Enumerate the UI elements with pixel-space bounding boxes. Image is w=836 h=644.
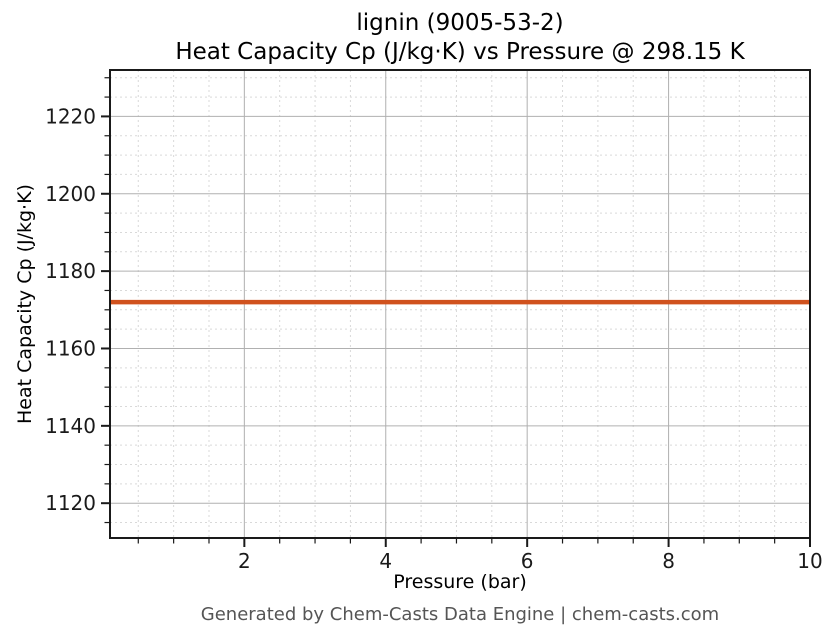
x-tick-label: 10	[797, 549, 822, 573]
y-tick-label: 1200	[45, 182, 96, 206]
y-tick-label: 1180	[45, 259, 96, 283]
chart-title-line1: lignin (9005-53-2)	[356, 10, 564, 36]
chart-title-line2: Heat Capacity Cp (J/kg·K) vs Pressure @ …	[175, 39, 745, 65]
y-tick-label: 1220	[45, 104, 96, 128]
y-tick-label: 1140	[45, 414, 96, 438]
y-axis-label: Heat Capacity Cp (J/kg·K)	[14, 184, 36, 424]
chart-title: lignin (9005-53-2) Heat Capacity Cp (J/k…	[110, 9, 810, 67]
x-tick-label: 6	[521, 549, 534, 573]
x-tick-label: 8	[662, 549, 675, 573]
y-tick-label: 1120	[45, 491, 96, 515]
footer-credit: Generated by Chem-Casts Data Engine | ch…	[200, 604, 720, 625]
y-tick-label: 1160	[45, 336, 96, 360]
plot-frame	[109, 69, 811, 539]
x-tick-label: 2	[238, 549, 251, 573]
x-axis-label: Pressure (bar)	[393, 571, 527, 593]
x-tick-label: 4	[379, 549, 392, 573]
